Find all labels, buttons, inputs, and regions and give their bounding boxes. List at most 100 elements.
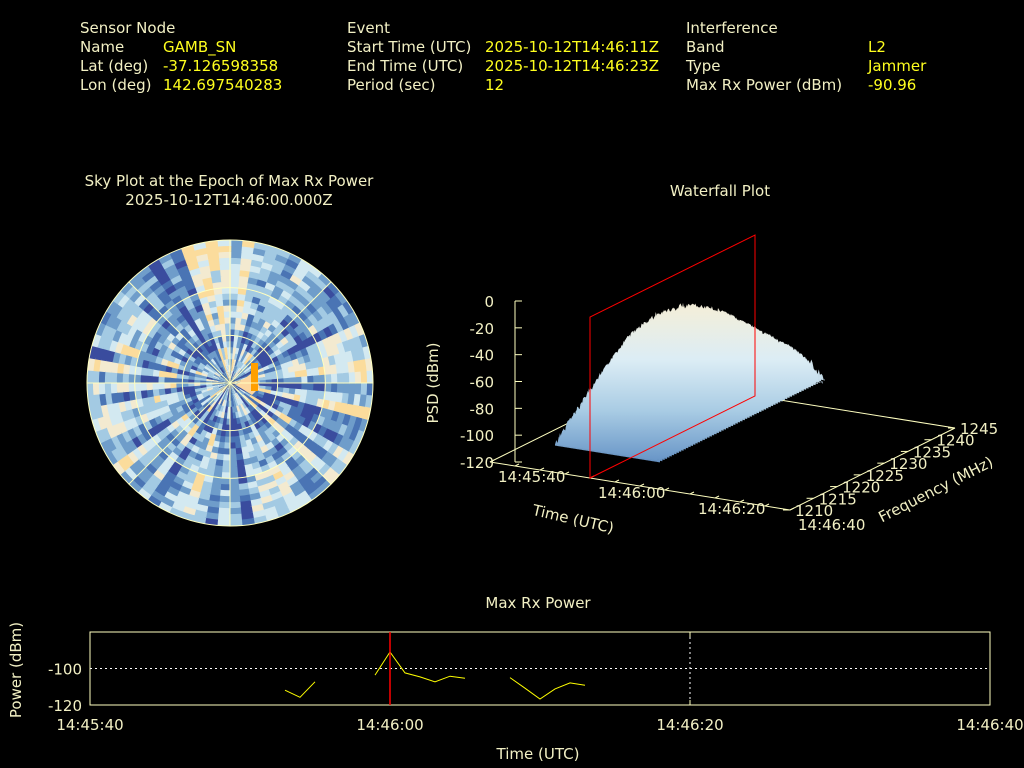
sky-cell bbox=[157, 382, 165, 390]
sky-cell bbox=[210, 401, 217, 408]
sky-cell bbox=[219, 353, 225, 361]
interference-title: Interference bbox=[686, 19, 778, 37]
sky-cell bbox=[160, 475, 174, 487]
sky-cell bbox=[233, 372, 239, 379]
sky-cell bbox=[225, 388, 229, 396]
sky-cell bbox=[348, 427, 360, 443]
sky-cell bbox=[206, 353, 214, 361]
sky-cell bbox=[206, 374, 214, 379]
sky-cell bbox=[326, 442, 339, 457]
sky-cell bbox=[214, 409, 220, 418]
sky-cell bbox=[239, 410, 246, 418]
sky-cell bbox=[195, 403, 203, 411]
sky-cell bbox=[238, 361, 245, 369]
sky-cell bbox=[232, 372, 238, 379]
sky-cell bbox=[240, 355, 246, 363]
sky-cell bbox=[230, 269, 242, 277]
sky-cell bbox=[219, 399, 224, 406]
sky-cell bbox=[264, 455, 275, 465]
sky-cell bbox=[164, 283, 178, 296]
sky-cell bbox=[220, 393, 225, 400]
sky-cell bbox=[321, 399, 331, 411]
sky-cell bbox=[233, 358, 237, 366]
sky-cell bbox=[242, 343, 249, 351]
sky-cell bbox=[185, 494, 200, 505]
sky-cell bbox=[210, 357, 217, 365]
sky-cell bbox=[277, 274, 291, 286]
sky-cell bbox=[218, 251, 232, 259]
sky-cell bbox=[221, 287, 231, 294]
sky-cell bbox=[119, 470, 134, 485]
sky-cell bbox=[208, 407, 216, 415]
sky-cell bbox=[238, 390, 245, 397]
sky-cell bbox=[221, 359, 226, 367]
sky-cell bbox=[186, 468, 198, 479]
sky-cell bbox=[241, 364, 248, 371]
sky-cell bbox=[274, 475, 287, 487]
sky-cell bbox=[112, 289, 126, 305]
sky-cell bbox=[145, 382, 153, 391]
sky-cell bbox=[111, 460, 126, 476]
sky-cell bbox=[259, 494, 274, 505]
sky-cell bbox=[195, 367, 204, 373]
sky-cell bbox=[205, 313, 214, 322]
sky-cell bbox=[158, 369, 166, 378]
sky-cell bbox=[207, 390, 215, 396]
sky-cell bbox=[234, 435, 241, 444]
sky-cell bbox=[220, 471, 230, 479]
sky-cell bbox=[170, 501, 186, 513]
sky-cell bbox=[209, 488, 221, 497]
sky-cell bbox=[237, 391, 244, 398]
sky-cell bbox=[236, 353, 241, 361]
sky-cell bbox=[211, 379, 219, 382]
sky-cell bbox=[283, 383, 291, 389]
waterfall-base-edge bbox=[789, 427, 956, 511]
sky-cell bbox=[194, 373, 202, 378]
sky-cell bbox=[152, 388, 160, 397]
sky-cell bbox=[181, 386, 189, 392]
sky-cell bbox=[342, 438, 355, 454]
sky-cell bbox=[254, 397, 262, 405]
sky-cell bbox=[329, 364, 338, 376]
sky-cell bbox=[294, 490, 309, 503]
sky-cell bbox=[239, 263, 252, 272]
sky-cell bbox=[317, 317, 330, 331]
sky-cell bbox=[242, 408, 249, 417]
sky-cell bbox=[110, 434, 122, 449]
sky-cell bbox=[209, 351, 216, 359]
sky-cell bbox=[149, 489, 165, 503]
sky-cell bbox=[270, 264, 285, 276]
sky-cell bbox=[226, 388, 229, 396]
sky-cell bbox=[271, 374, 279, 380]
sky-cell bbox=[236, 392, 242, 399]
sky-cell bbox=[238, 369, 245, 376]
sky-cell bbox=[209, 451, 218, 460]
sky-cell bbox=[202, 276, 214, 286]
sky-cell bbox=[358, 333, 370, 349]
sky-cell bbox=[220, 347, 226, 355]
sky-cell bbox=[140, 389, 148, 399]
sky-cell bbox=[336, 448, 350, 464]
sky-cell bbox=[222, 387, 228, 394]
sky-cell bbox=[211, 408, 218, 416]
sky-cell bbox=[217, 354, 223, 362]
sky-cell bbox=[122, 381, 130, 393]
sky-cell bbox=[125, 438, 138, 452]
sky-cell bbox=[196, 395, 205, 402]
sky-cell bbox=[175, 377, 183, 383]
sky-cell bbox=[220, 275, 232, 283]
sky-cell bbox=[316, 339, 327, 352]
interference-type-value: Jammer bbox=[868, 57, 927, 75]
sky-cell bbox=[227, 376, 230, 383]
sky-cell bbox=[223, 371, 228, 378]
waterfall-z-tick-label: 0 bbox=[484, 293, 494, 311]
sky-cell bbox=[237, 398, 243, 406]
sky-cell bbox=[129, 355, 139, 367]
sky-cell bbox=[205, 463, 216, 472]
waterfall-freq-tick-label: 1220 bbox=[842, 479, 880, 497]
sky-cell bbox=[228, 483, 240, 491]
sky-cell bbox=[141, 358, 150, 369]
waterfall-time-tick bbox=[564, 471, 570, 475]
sky-cell bbox=[206, 405, 213, 413]
sky-cell bbox=[231, 400, 235, 408]
